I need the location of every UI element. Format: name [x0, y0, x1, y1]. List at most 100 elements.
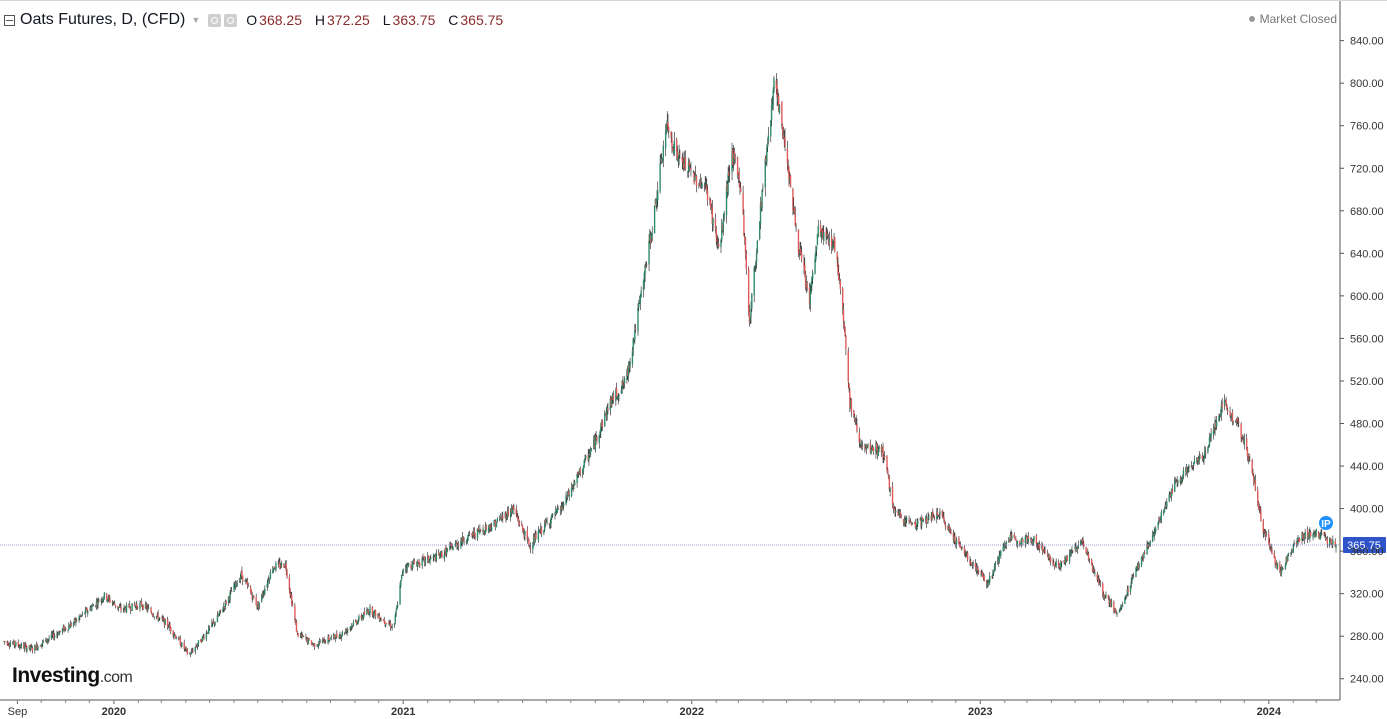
candle-body	[444, 548, 446, 554]
candle-body	[406, 563, 408, 571]
candle-body	[373, 611, 375, 617]
candle-body	[930, 515, 932, 521]
candle-body	[197, 640, 200, 645]
candle-body	[1264, 532, 1267, 537]
y-tick-label: 440.00	[1350, 461, 1384, 473]
candle-body	[129, 608, 132, 611]
candle-body	[347, 629, 349, 631]
candle-body	[700, 184, 702, 187]
candle-body	[1049, 554, 1051, 559]
candle-body	[969, 560, 971, 564]
candle-body	[540, 526, 542, 532]
candle-body	[9, 643, 12, 647]
candle-body	[1265, 534, 1268, 536]
candle-body	[1325, 539, 1328, 541]
candle-body	[549, 523, 551, 526]
candle-body	[366, 610, 368, 615]
candle-body	[555, 510, 558, 512]
candle-body	[919, 519, 921, 521]
candle-body	[468, 533, 471, 534]
candle-body	[551, 513, 554, 515]
candle-body	[408, 564, 410, 566]
candle-body	[1270, 548, 1272, 550]
candle-body	[1033, 536, 1035, 540]
candle-body	[50, 633, 53, 639]
low-value: 363.75	[392, 12, 436, 28]
candle-body	[844, 328, 846, 336]
candle-body	[640, 290, 642, 298]
candle-body	[843, 323, 846, 330]
candle-body	[482, 529, 484, 532]
candle-body	[715, 229, 717, 238]
candle-body	[472, 533, 474, 536]
candle-body	[720, 240, 722, 247]
candle-body	[395, 610, 397, 615]
candle-body	[328, 635, 330, 641]
candle-body	[1285, 557, 1287, 565]
candle-body	[833, 239, 835, 243]
collapse-icon[interactable]	[4, 14, 15, 26]
candle-body	[822, 230, 824, 240]
candle-body	[842, 309, 845, 322]
candle-body	[631, 350, 634, 364]
candle-body	[1212, 429, 1215, 435]
candle-body	[510, 509, 512, 517]
caret-down-icon[interactable]: ▼	[191, 15, 201, 25]
candle-body	[770, 120, 772, 137]
candle-body	[396, 605, 398, 611]
candle-body	[1042, 544, 1044, 552]
settings-icon[interactable]	[224, 13, 238, 27]
y-tick-label: 840.00	[1350, 36, 1384, 48]
candle-body	[434, 555, 437, 561]
candle-body	[903, 520, 906, 523]
candle-body	[317, 645, 319, 647]
candle-body	[128, 604, 130, 606]
candle-body	[805, 282, 808, 288]
candle-body	[85, 609, 87, 610]
candle-body	[64, 628, 67, 630]
candle-body	[799, 249, 801, 253]
candle-body	[806, 282, 808, 289]
candle-body	[1151, 533, 1154, 542]
candle-body	[747, 268, 750, 313]
candle-body	[20, 643, 23, 648]
candle-body	[943, 516, 945, 521]
candle-body	[732, 153, 735, 163]
candle-body	[1237, 418, 1239, 423]
candle-body	[551, 514, 553, 519]
candle-body	[185, 647, 188, 650]
candle-body	[174, 634, 176, 636]
candle-body	[653, 205, 656, 234]
candle-body	[1009, 534, 1012, 541]
candle-body	[823, 232, 825, 242]
candle-body	[330, 636, 332, 639]
eye-icon[interactable]	[208, 13, 222, 27]
candle-body	[976, 566, 978, 573]
candle-body	[200, 639, 202, 642]
candle-body	[776, 86, 778, 99]
candle-body	[1185, 468, 1188, 473]
candle-body	[1246, 448, 1249, 456]
candle-body	[1000, 550, 1002, 556]
candle-body	[557, 508, 559, 510]
candle-body	[1121, 604, 1124, 607]
candle-body	[1022, 539, 1024, 542]
candle-body	[1180, 478, 1182, 482]
candle-body	[379, 619, 381, 621]
candle-body	[1087, 554, 1090, 561]
candle-body	[422, 556, 424, 559]
market-status: Market Closed	[1248, 12, 1337, 26]
candle-body	[404, 567, 407, 569]
candle-body	[676, 151, 679, 159]
candle-body	[1016, 540, 1019, 545]
candle-body	[338, 636, 340, 639]
candle-body	[1230, 414, 1233, 417]
candle-body	[91, 606, 93, 611]
candle-body	[123, 606, 125, 611]
high-label: H	[314, 12, 326, 28]
candle-body	[736, 157, 739, 176]
candle-body	[606, 407, 608, 417]
candle-body	[544, 521, 546, 531]
